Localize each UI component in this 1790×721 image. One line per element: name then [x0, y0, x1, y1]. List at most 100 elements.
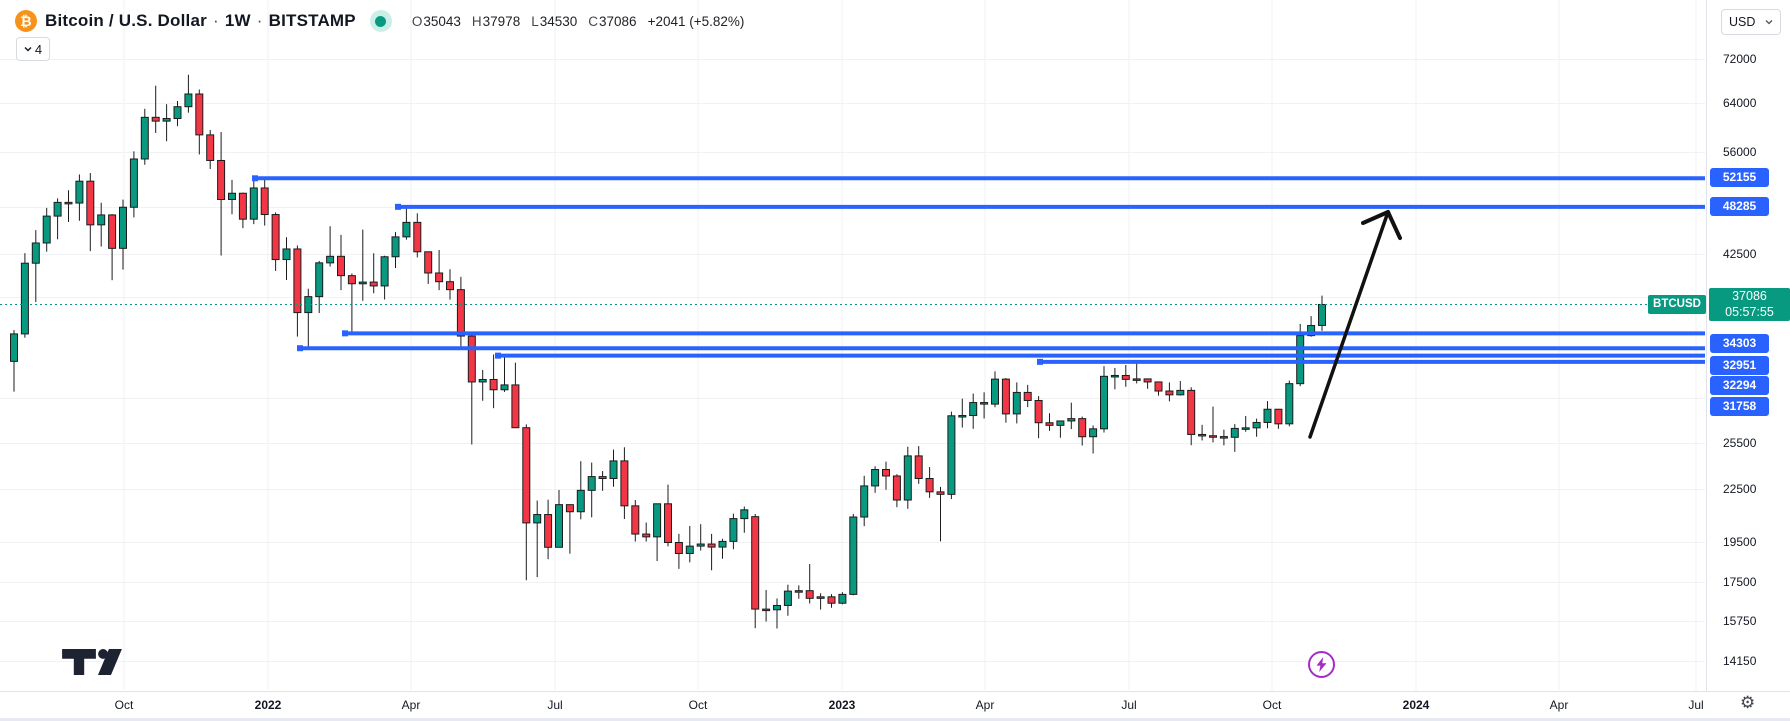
candle-up: [1263, 408, 1272, 423]
current-price-label: 37086 05:57:55: [1709, 288, 1790, 322]
time-tick-label: Oct: [114, 698, 134, 712]
chevron-down-icon: [1765, 20, 1773, 25]
candle-up: [315, 262, 324, 298]
trend-arrow-head[interactable]: [1386, 210, 1402, 240]
candle-up: [119, 206, 127, 249]
candle-up: [783, 590, 792, 606]
line-anchor-dot: [395, 203, 401, 210]
candle-up: [1176, 389, 1185, 396]
line-anchor-dot: [252, 175, 258, 182]
trend-arrow-head[interactable]: [1361, 210, 1390, 225]
candle-down: [936, 491, 945, 495]
candle-up: [696, 543, 705, 547]
candle-down: [271, 214, 280, 261]
candle-up: [228, 192, 236, 201]
drawings-collapse-button[interactable]: 4: [16, 37, 50, 61]
candle-down: [544, 514, 553, 548]
level-price-label: 34303: [1710, 333, 1769, 353]
price-axis[interactable]: 37086 05:57:55 72000 64000 56000 42500 25500…: [1706, 0, 1790, 691]
candle-down: [467, 335, 476, 383]
candle-up: [533, 514, 542, 524]
time-tick-label: Apr: [975, 698, 995, 712]
ohlc-readout: O35043 H37978 L34530 C37086 +2041 (+5.82…: [412, 14, 745, 29]
symbol-title[interactable]: Bitcoin / U.S. Dollar · 1W · BITSTAMP: [45, 11, 356, 31]
lightning-icon[interactable]: [1308, 651, 1335, 678]
candle-down: [293, 248, 302, 314]
candle-down: [762, 608, 771, 612]
price-tick-label: 19500: [1723, 535, 1757, 550]
candle-down: [598, 476, 607, 480]
time-tick-label: Apr: [401, 698, 421, 712]
candle-up: [903, 455, 912, 501]
currency-label: USD: [1729, 15, 1756, 29]
time-tick-label: Jul: [547, 698, 563, 712]
candle-down: [151, 116, 160, 122]
candle-up: [500, 384, 509, 391]
time-tick-label: 2024: [1402, 698, 1430, 712]
candle-up: [391, 236, 400, 258]
candlestick-chart: [0, 0, 1705, 690]
line-anchor-dot: [495, 352, 501, 359]
price-tick-label: 25500: [1723, 436, 1757, 451]
time-tick-label: 2023: [828, 698, 856, 712]
candle-up: [1230, 427, 1239, 438]
current-price-symbol-tag: BTCUSD: [1648, 294, 1706, 314]
candle-down: [217, 159, 226, 201]
candle-up: [75, 180, 84, 204]
candle-up: [718, 540, 727, 548]
candle-up: [587, 476, 596, 491]
candle-up: [729, 518, 738, 542]
candle-up: [991, 378, 999, 405]
candle-down: [446, 281, 454, 291]
candle-up: [478, 378, 487, 383]
current-price-value: 37086: [1732, 289, 1767, 304]
candle-up: [20, 262, 29, 335]
candle-down: [456, 289, 465, 337]
tradingview-logo[interactable]: [54, 649, 130, 675]
candle-up: [140, 116, 149, 160]
candle-up: [1012, 391, 1021, 415]
candle-down: [511, 384, 520, 429]
candle-up: [1252, 421, 1261, 429]
candle-down: [1034, 399, 1043, 424]
candle-up: [958, 415, 967, 418]
time-axis[interactable]: Oct 2022 Apr Jul Oct 2023 Apr Jul Oct 2024 Apr Jul: [0, 691, 1790, 718]
candle-up: [576, 489, 585, 513]
trend-arrow-shaft[interactable]: [1308, 210, 1390, 439]
time-tick-label: Apr: [1549, 698, 1569, 712]
candle-up: [794, 590, 803, 593]
settings-gear-icon[interactable]: ⚙: [1740, 693, 1756, 712]
currency-toggle-button[interactable]: USD: [1721, 9, 1781, 35]
candle-down: [108, 214, 117, 249]
time-tick-label: 2022: [254, 698, 282, 712]
candle-down: [827, 596, 836, 604]
candle-down: [413, 221, 422, 253]
current-price-countdown: 05:57:55: [1725, 305, 1774, 320]
title-separator: ·: [256, 11, 263, 30]
candle-up: [1056, 420, 1065, 426]
candle-up: [1100, 375, 1108, 430]
ohlc-change: +2041 (+5.82%): [647, 13, 745, 29]
candle-down: [805, 590, 814, 599]
candle-down: [1165, 390, 1174, 396]
candle-down: [1001, 378, 1010, 415]
bitcoin-icon: ₿: [15, 10, 37, 32]
candle-down: [642, 533, 651, 538]
time-tick-label: Jul: [1121, 698, 1137, 712]
candle-down: [1078, 418, 1087, 438]
time-tick-label: Jul: [1688, 698, 1704, 712]
line-anchor-dot: [342, 330, 348, 337]
candle-down: [707, 543, 716, 548]
candle-up: [685, 545, 694, 554]
candle-up: [249, 187, 258, 220]
candle-down: [1045, 422, 1054, 426]
price-tick-label: 42500: [1723, 247, 1757, 262]
candle-down: [925, 478, 934, 493]
chart-header: ₿ Bitcoin / U.S. Dollar · 1W · BITSTAMP O350…: [15, 10, 744, 32]
candle-up: [31, 242, 40, 264]
candle-down: [620, 460, 629, 507]
time-tick-label: Oct: [1262, 698, 1282, 712]
candle-down: [565, 504, 574, 513]
price-tick-label: 14150: [1723, 653, 1757, 668]
candle-down: [914, 455, 923, 480]
